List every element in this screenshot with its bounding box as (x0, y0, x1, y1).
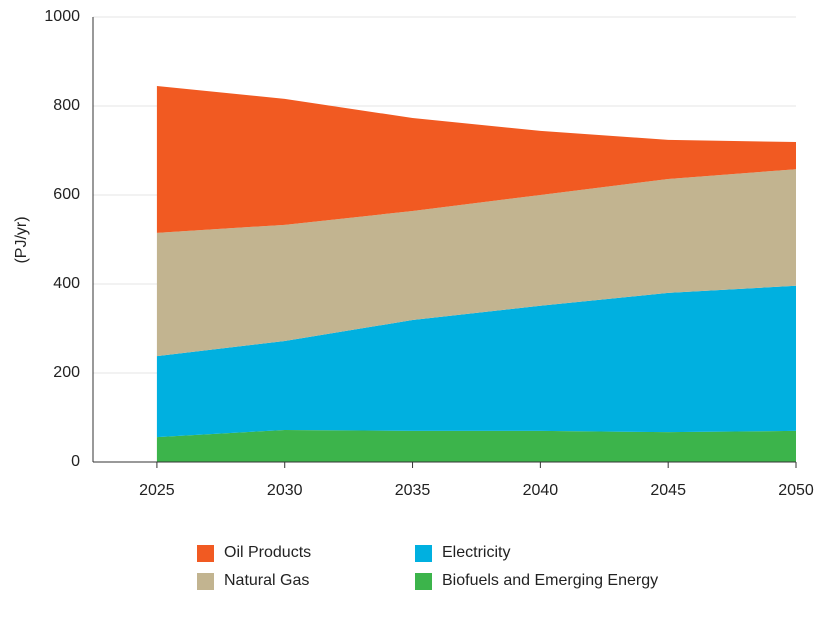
y-tick-label: 400 (53, 275, 80, 292)
area (156, 285, 797, 438)
x-tick-label: 2025 (139, 482, 175, 499)
legend-swatch (415, 545, 432, 562)
y-tick-label: 1000 (44, 8, 80, 25)
legend-label: Biofuels and Emerging Energy (442, 572, 658, 589)
legend-swatch (197, 573, 214, 590)
x-tick-label: 2030 (267, 482, 303, 499)
y-axis-label: (PJ/yr) (13, 216, 30, 263)
x-tick-label: 2045 (650, 482, 686, 499)
x-tick-label: 2040 (523, 482, 559, 499)
x-tick-label: 2035 (395, 482, 431, 499)
y-tick-label: 600 (53, 186, 80, 203)
area (156, 169, 797, 357)
legend-swatch (415, 573, 432, 590)
y-tick-label: 800 (53, 97, 80, 114)
x-tick-label: 2050 (778, 482, 814, 499)
legend-swatch (197, 545, 214, 562)
legend-label: Electricity (442, 544, 510, 561)
area (156, 429, 797, 462)
area (156, 85, 797, 233)
y-tick-label: 200 (53, 364, 80, 381)
legend-label: Oil Products (224, 544, 311, 561)
legend-label: Natural Gas (224, 572, 309, 589)
y-tick-label: 0 (71, 453, 80, 470)
